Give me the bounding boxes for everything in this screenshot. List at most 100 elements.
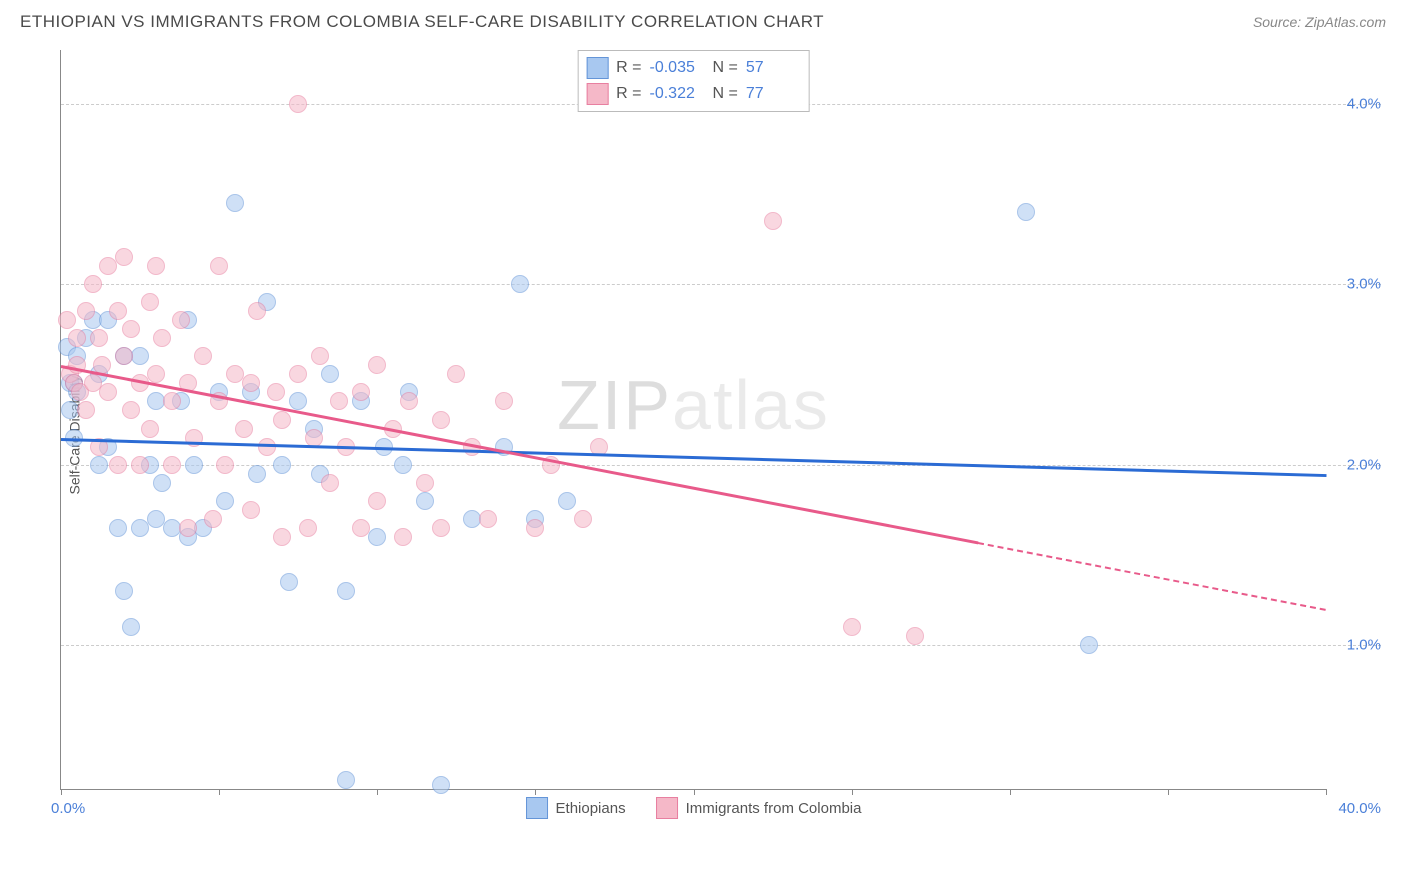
data-point bbox=[68, 329, 86, 347]
data-point bbox=[352, 383, 370, 401]
legend-item: Ethiopians bbox=[526, 797, 626, 819]
x-tick bbox=[852, 789, 853, 795]
data-point bbox=[84, 275, 102, 293]
data-point bbox=[299, 519, 317, 537]
data-point bbox=[558, 492, 576, 510]
data-point bbox=[216, 492, 234, 510]
data-point bbox=[179, 519, 197, 537]
data-point bbox=[906, 627, 924, 645]
x-tick bbox=[219, 789, 220, 795]
legend-label: Immigrants from Colombia bbox=[686, 800, 862, 817]
legend-swatch bbox=[526, 797, 548, 819]
data-point bbox=[109, 302, 127, 320]
r-value: -0.322 bbox=[650, 85, 705, 103]
data-point bbox=[58, 311, 76, 329]
data-point bbox=[416, 474, 434, 492]
data-point bbox=[289, 95, 307, 113]
data-point bbox=[248, 465, 266, 483]
r-label: R = bbox=[616, 59, 641, 77]
data-point bbox=[368, 356, 386, 374]
legend-swatch bbox=[586, 57, 608, 79]
data-point bbox=[122, 401, 140, 419]
x-tick bbox=[1168, 789, 1169, 795]
trend-line bbox=[61, 365, 979, 544]
data-point bbox=[273, 528, 291, 546]
data-point bbox=[248, 302, 266, 320]
data-point bbox=[242, 374, 260, 392]
n-label: N = bbox=[713, 85, 738, 103]
r-label: R = bbox=[616, 85, 641, 103]
data-point bbox=[77, 401, 95, 419]
data-point bbox=[153, 474, 171, 492]
data-point bbox=[289, 365, 307, 383]
data-point bbox=[432, 519, 450, 537]
plot-area: ZIPatlas R =-0.035N =57R =-0.322N =77 Et… bbox=[60, 50, 1326, 790]
legend-label: Ethiopians bbox=[556, 800, 626, 817]
data-point bbox=[273, 411, 291, 429]
data-point bbox=[1017, 203, 1035, 221]
data-point bbox=[330, 392, 348, 410]
data-point bbox=[141, 293, 159, 311]
data-point bbox=[337, 582, 355, 600]
data-point bbox=[511, 275, 529, 293]
data-point bbox=[394, 528, 412, 546]
chart-container: Self-Care Disability ZIPatlas R =-0.035N… bbox=[50, 40, 1386, 830]
data-point bbox=[495, 392, 513, 410]
data-point bbox=[394, 456, 412, 474]
data-point bbox=[90, 456, 108, 474]
data-point bbox=[321, 365, 339, 383]
data-point bbox=[764, 212, 782, 230]
data-point bbox=[311, 347, 329, 365]
series-legend: Ethiopians Immigrants from Colombia bbox=[526, 797, 862, 819]
data-point bbox=[210, 257, 228, 275]
r-value: -0.035 bbox=[650, 59, 705, 77]
correlation-legend: R = -0.035 N = 57 R = -0.322 N = 77 bbox=[577, 50, 810, 112]
y-tick-label: 4.0% bbox=[1331, 96, 1381, 113]
data-point bbox=[163, 456, 181, 474]
watermark-atlas: atlas bbox=[672, 366, 830, 444]
data-point bbox=[289, 392, 307, 410]
x-tick bbox=[377, 789, 378, 795]
legend-swatch bbox=[656, 797, 678, 819]
data-point bbox=[115, 347, 133, 365]
data-point bbox=[172, 311, 190, 329]
chart-title: ETHIOPIAN VS IMMIGRANTS FROM COLOMBIA SE… bbox=[20, 12, 824, 32]
n-value: 77 bbox=[746, 85, 801, 103]
data-point bbox=[109, 519, 127, 537]
data-point bbox=[141, 420, 159, 438]
data-point bbox=[131, 456, 149, 474]
data-point bbox=[235, 420, 253, 438]
n-label: N = bbox=[713, 59, 738, 77]
data-point bbox=[574, 510, 592, 528]
watermark-zip: ZIP bbox=[557, 366, 672, 444]
data-point bbox=[416, 492, 434, 510]
source-label: Source: ZipAtlas.com bbox=[1253, 14, 1386, 30]
x-axis-max-label: 40.0% bbox=[1338, 800, 1381, 817]
data-point bbox=[115, 582, 133, 600]
data-point bbox=[122, 320, 140, 338]
data-point bbox=[1080, 636, 1098, 654]
data-point bbox=[90, 329, 108, 347]
data-point bbox=[153, 329, 171, 347]
x-tick bbox=[1326, 789, 1327, 795]
data-point bbox=[147, 365, 165, 383]
data-point bbox=[305, 429, 323, 447]
data-point bbox=[115, 248, 133, 266]
y-tick-label: 3.0% bbox=[1331, 276, 1381, 293]
legend-stat-row: R = -0.035 N = 57 bbox=[586, 55, 801, 81]
data-point bbox=[447, 365, 465, 383]
data-point bbox=[526, 519, 544, 537]
data-point bbox=[843, 618, 861, 636]
data-point bbox=[226, 194, 244, 212]
data-point bbox=[479, 510, 497, 528]
data-point bbox=[432, 411, 450, 429]
legend-swatch bbox=[586, 83, 608, 105]
data-point bbox=[321, 474, 339, 492]
data-point bbox=[109, 456, 127, 474]
n-value: 57 bbox=[746, 59, 801, 77]
y-tick-label: 2.0% bbox=[1331, 456, 1381, 473]
data-point bbox=[99, 383, 117, 401]
data-point bbox=[194, 347, 212, 365]
data-point bbox=[280, 573, 298, 591]
data-point bbox=[400, 392, 418, 410]
